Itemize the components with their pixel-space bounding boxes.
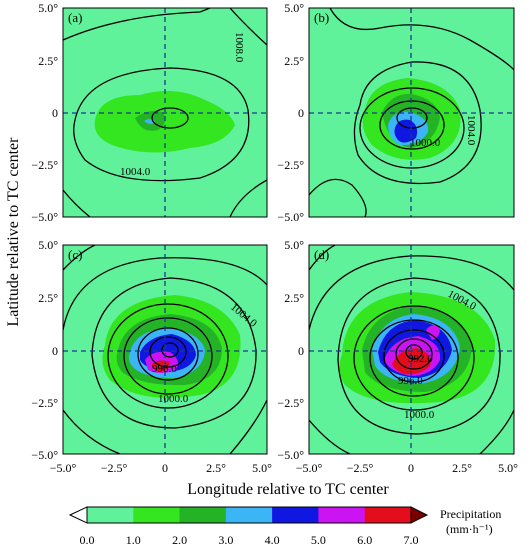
colorbar-tick-label: 6.0 — [357, 533, 372, 547]
panel-a-frame — [62, 7, 268, 218]
y-tick-label: −5.0° — [277, 448, 304, 462]
colorbar-unit: (mm·h⁻¹) — [446, 522, 493, 536]
colorbar-tick-label: 3.0 — [218, 533, 233, 547]
panel-c-isobars — [63, 245, 267, 454]
x-tick-label: −5.0° — [50, 461, 77, 475]
panel-c-contour-label-2: 1000.0 — [158, 393, 189, 405]
panel-a-isobars — [63, 8, 267, 217]
colorbar-tick-label: 4.0 — [265, 533, 280, 547]
panel-c-precip — [102, 295, 241, 398]
colorbar-tick-label: 7.0 — [404, 533, 419, 547]
y-tick-label: 5.0° — [38, 238, 58, 252]
y-tick-label: 2.5° — [38, 291, 58, 305]
colorbar-high-extend — [410, 506, 429, 524]
colorbar-low-extend — [68, 506, 88, 524]
colorbar-cell — [272, 507, 319, 523]
y-ticks-right-top: 5.0° 2.5° 0 −2.5° −5.0° — [277, 1, 304, 224]
y-axis-label: Latitude relative to TC center — [5, 137, 22, 327]
colorbar-cell — [364, 507, 412, 523]
panel-a-label: (a) — [68, 10, 82, 25]
panel-d-contour-label-2: 1000.0 — [404, 409, 435, 421]
panel-b-contour-label-2: 1000.0 — [410, 137, 441, 149]
panel-a: (a) 1008.0 1004.0 — [62, 7, 268, 218]
x-tick-label: 2.5° — [206, 461, 226, 475]
colorbar-cell — [318, 507, 366, 523]
y-tick-label: −2.5° — [277, 158, 304, 172]
x-tick-label: 5.0° — [252, 461, 272, 475]
panel-b-label: (b) — [314, 10, 329, 25]
panel-b-frame — [308, 7, 515, 218]
x-tick-label: 0 — [162, 461, 168, 475]
y-ticks-left-top: 5.0° 2.5° 0 −2.5° −5.0° — [31, 1, 58, 224]
panel-c: (c) 1004.0 1000.0 996.0 — [62, 244, 268, 455]
x-tick-label: −5.0° — [296, 461, 323, 475]
y-tick-label: 0 — [298, 344, 304, 358]
y-ticks-right-bottom: 5.0° 2.5° 0 −2.5° −5.0° — [277, 238, 304, 462]
y-tick-label: −2.5° — [277, 396, 304, 410]
y-tick-label: −2.5° — [31, 396, 58, 410]
y-tick-label: −5.0° — [277, 210, 304, 224]
y-tick-label: 2.5° — [284, 54, 304, 68]
y-tick-label: 0 — [298, 106, 304, 120]
y-ticks-left-bottom: 5.0° 2.5° 0 −2.5° −5.0° — [31, 238, 58, 462]
colorbar-cell — [87, 507, 134, 523]
panel-d-isobars — [309, 245, 514, 454]
colorbar-frame — [86, 506, 412, 524]
x-tick-label: 0 — [408, 461, 414, 475]
colorbar-tick-label: 5.0 — [311, 533, 326, 547]
y-tick-label: −5.0° — [31, 448, 58, 462]
x-tick-label: −2.5° — [101, 461, 128, 475]
panel-c-frame — [62, 244, 268, 455]
colorbar-cell — [133, 507, 181, 523]
panel-c-label: (c) — [68, 247, 82, 262]
colorbar-cell — [179, 507, 227, 523]
y-tick-label: 2.5° — [38, 54, 58, 68]
colorbar-tick-label: 1.0 — [126, 533, 141, 547]
colorbar-tick-label: 0.0 — [80, 533, 95, 547]
panel-d: (d) 1004.0 1000.0 996.0 992.0 — [308, 244, 515, 455]
panel-a-contour-label-2: 1004.0 — [120, 166, 151, 178]
panel-d-frame — [308, 244, 515, 455]
x-tick-label: 2.5° — [452, 461, 472, 475]
y-tick-label: 5.0° — [284, 238, 304, 252]
colorbar: 0.0 1.0 2.0 3.0 4.0 5.0 6.0 7.0 Precipitation (… — [68, 506, 501, 547]
colorbar-cell — [225, 507, 273, 523]
panel-c-contour-label-3: 996.0 — [152, 363, 177, 375]
y-tick-label: 0 — [52, 106, 58, 120]
panel-b-isobars — [309, 8, 514, 217]
y-tick-label: −2.5° — [31, 158, 58, 172]
colorbar-cells — [87, 507, 412, 523]
colorbar-tick-labels: 0.0 1.0 2.0 3.0 4.0 5.0 6.0 7.0 — [80, 533, 419, 547]
panel-b-contour-label-1: 1004.0 — [465, 115, 477, 146]
panel-d-precip — [339, 292, 496, 404]
panel-b: (b) 1004.0 1000.0 — [308, 7, 515, 218]
y-tick-label: 5.0° — [284, 1, 304, 15]
colorbar-tick-label: 2.0 — [172, 533, 187, 547]
y-tick-label: 5.0° — [38, 1, 58, 15]
panel-a-contour-label-1: 1008.0 — [233, 32, 245, 63]
x-ticks-left: −5.0° −2.5° 0 2.5° 5.0° — [50, 461, 272, 475]
panel-d-contour-label-4: 992.0 — [408, 353, 433, 365]
colorbar-title: Precipitation — [440, 507, 501, 521]
x-tick-label: −2.5° — [347, 461, 374, 475]
panel-d-label: (d) — [314, 247, 329, 262]
x-ticks-right: −5.0° −2.5° 0 2.5° 5.0° — [296, 461, 518, 475]
x-tick-label: 5.0° — [498, 461, 518, 475]
x-axis-label: Longitude relative to TC center — [187, 481, 389, 498]
panel-d-contour-label-3: 996.0 — [398, 375, 423, 387]
y-tick-label: −5.0° — [31, 210, 58, 224]
y-tick-label: 0 — [52, 344, 58, 358]
y-tick-label: 2.5° — [284, 291, 304, 305]
